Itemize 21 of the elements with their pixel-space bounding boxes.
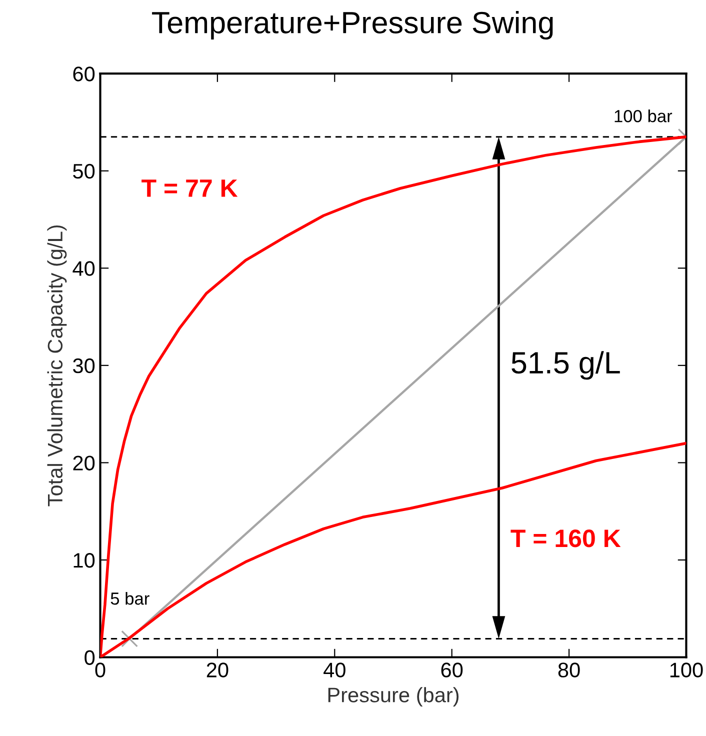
x-tick-label: 60	[441, 662, 463, 678]
x-tick-label: 80	[558, 662, 580, 678]
annotation: 100 bar	[614, 110, 672, 122]
x-axis-title: Pressure (bar)	[328, 687, 459, 706]
x-tick-label: 20	[206, 662, 228, 678]
y-tick-label: 30	[73, 358, 95, 374]
y-tick-label: 50	[73, 164, 95, 179]
y-tick-label: 20	[73, 456, 95, 470]
series-label: T = 160 K	[510, 530, 621, 548]
y-axis-title: Total Volumetric Capacity (g/L)	[47, 225, 67, 506]
text: T = 77 K	[142, 180, 238, 197]
annotation: 5 bar	[110, 592, 150, 605]
chart-title: Temperature+Pressure Swing	[152, 11, 553, 40]
x-tick-label: 100	[670, 662, 703, 678]
annotation: 51.5 g/L	[512, 351, 620, 380]
x-tick-label: 0	[95, 662, 106, 678]
y-tick-label: 10	[74, 552, 95, 568]
y-tick-label: 60	[73, 66, 95, 82]
x-tick-label: 40	[324, 662, 346, 678]
y-tick-label: 40	[72, 261, 95, 276]
y-tick-label: 0	[84, 650, 95, 665]
